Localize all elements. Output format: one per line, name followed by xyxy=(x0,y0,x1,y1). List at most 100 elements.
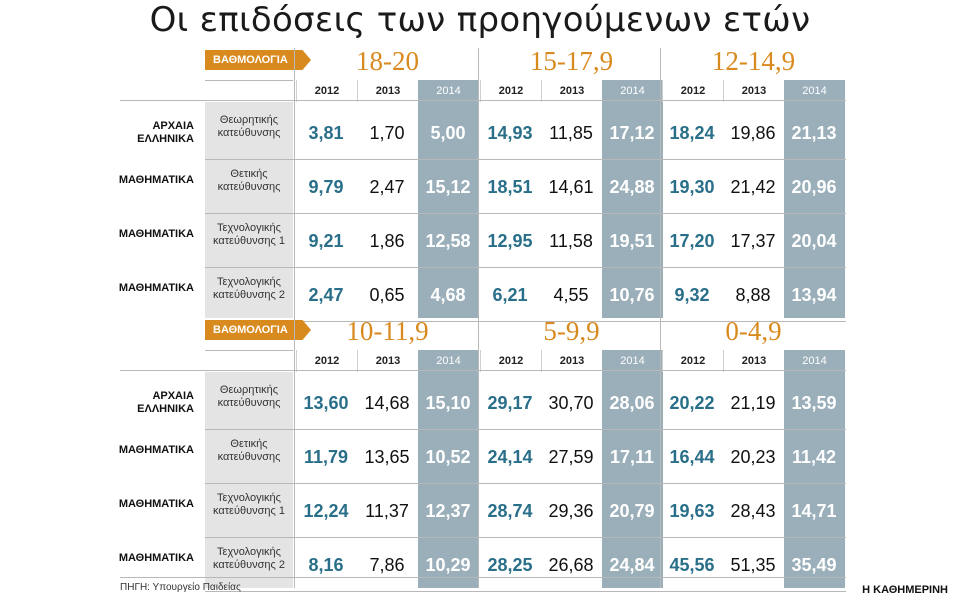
score-range-label: 15-17,9 xyxy=(529,46,614,76)
value-cell: 24,14 xyxy=(487,447,533,467)
value-cell: 19,30 xyxy=(669,177,715,197)
value-cell: 2,47 xyxy=(369,177,405,197)
track-label: Τεχνολογικής κατεύθυνσης 1 xyxy=(212,492,285,517)
value-cell: 11,58 xyxy=(549,231,593,251)
value-cell: 24,88 xyxy=(609,177,655,197)
year-header: 2012 xyxy=(662,80,723,102)
value-cell: 13,60 xyxy=(303,393,349,413)
value-cell: 8,88 xyxy=(735,285,771,305)
value-cell: 17,20 xyxy=(669,231,715,251)
subject-label: ΜΑΘΗΜΑΤΙΚΑ xyxy=(118,282,194,294)
value-cell: 20,96 xyxy=(791,177,837,197)
row-divider xyxy=(205,159,846,160)
publisher-credit: Η ΚΑΘΗΜΕΡΙΝΗ xyxy=(862,584,948,596)
subject-label: ΜΑΘΗΜΑΤΙΚΑ xyxy=(118,444,194,456)
value-cell: 0,65 xyxy=(369,285,405,305)
value-cell: 2,47 xyxy=(308,285,344,305)
score-range-label: 0-4,9 xyxy=(725,316,782,346)
score-range-badge: ΒΑΘΜΟΛΟΓΙΑ xyxy=(205,320,311,340)
header-rule xyxy=(120,100,846,101)
col-2014-shade xyxy=(784,350,845,588)
track-label: Θετικής κατεύθυνσης xyxy=(217,168,281,193)
row-divider xyxy=(205,267,846,268)
value-cell: 11,37 xyxy=(365,501,409,521)
col-2014-shade xyxy=(418,350,479,588)
value-cell: 21,42 xyxy=(730,177,776,197)
value-cell: 28,06 xyxy=(609,393,655,413)
group-divider xyxy=(294,48,295,318)
year-header: 2014 xyxy=(418,80,479,102)
score-range-label: 5-9,9 xyxy=(543,316,600,346)
row-divider xyxy=(205,321,846,322)
year-header: 2014 xyxy=(418,350,479,372)
source-note: ΠΗΓΗ: Υπουργείο Παιδείας xyxy=(120,582,241,593)
subject-label: ΜΑΘΗΜΑΤΙΚΑ xyxy=(118,552,194,564)
value-cell: 4,55 xyxy=(553,285,589,305)
year-header: 2012 xyxy=(480,80,541,102)
value-cell: 18,51 xyxy=(487,177,533,197)
row-divider xyxy=(205,483,846,484)
value-cell: 13,59 xyxy=(791,393,837,413)
value-cell: 12,95 xyxy=(487,231,533,251)
row-divider xyxy=(205,213,846,214)
value-cell: 11,85 xyxy=(549,123,593,143)
value-cell: 11,42 xyxy=(791,447,837,467)
value-cell: 45,56 xyxy=(669,555,715,575)
value-cell: 19,51 xyxy=(609,231,655,251)
group-divider xyxy=(660,318,661,588)
value-cell: 13,94 xyxy=(791,285,837,305)
year-header: 2012 xyxy=(480,350,541,372)
value-cell: 20,22 xyxy=(669,393,715,413)
value-cell: 3,81 xyxy=(308,123,344,143)
value-cell: 15,12 xyxy=(425,177,471,197)
value-cell: 28,74 xyxy=(487,501,533,521)
value-cell: 21,13 xyxy=(791,123,837,143)
value-cell: 20,79 xyxy=(609,501,655,521)
value-cell: 29,36 xyxy=(548,501,594,521)
footer-rule xyxy=(120,577,846,578)
row-divider xyxy=(205,591,846,592)
value-cell: 20,23 xyxy=(730,447,776,467)
col-2014-shade xyxy=(602,80,663,318)
year-header: 2013 xyxy=(723,350,784,372)
value-cell: 8,16 xyxy=(308,555,344,575)
value-cell: 9,79 xyxy=(308,177,344,197)
value-cell: 18,24 xyxy=(669,123,715,143)
value-cell: 17,12 xyxy=(609,123,655,143)
group-divider xyxy=(478,48,479,318)
value-cell: 14,71 xyxy=(791,501,837,521)
chart-title: Οι επιδόσεις των προηγούμενων ετών xyxy=(149,0,811,40)
score-range-badge: ΒΑΘΜΟΛΟΓΙΑ xyxy=(205,50,311,70)
value-cell: 21,19 xyxy=(730,393,776,413)
value-cell: 10,76 xyxy=(609,285,655,305)
subject-label: ΜΑΘΗΜΑΤΙΚΑ xyxy=(118,174,194,186)
value-cell: 19,86 xyxy=(730,123,776,143)
track-label: Τεχνολογικής κατεύθυνσης 2 xyxy=(212,276,285,301)
row-divider xyxy=(205,537,846,538)
value-cell: 1,70 xyxy=(369,123,405,143)
header-top-rule xyxy=(205,350,293,351)
track-column-bg xyxy=(205,102,293,318)
group-divider xyxy=(294,318,295,588)
col-2014-shade xyxy=(418,80,479,318)
value-cell: 11,79 xyxy=(303,447,349,467)
value-cell: 5,00 xyxy=(430,123,466,143)
row-divider xyxy=(205,429,846,430)
year-header: 2014 xyxy=(602,80,663,102)
track-label: Τεχνολογικής κατεύθυνσης 2 xyxy=(212,546,285,571)
year-header: 2012 xyxy=(296,80,357,102)
value-cell: 9,32 xyxy=(674,285,710,305)
year-header: 2014 xyxy=(784,350,845,372)
value-cell: 14,68 xyxy=(364,393,410,413)
track-label: Θεωρητικής κατεύθυνσης xyxy=(217,384,281,409)
value-cell: 12,37 xyxy=(425,501,471,521)
track-label: Θετικής κατεύθυνσης xyxy=(217,438,281,463)
value-cell: 35,49 xyxy=(791,555,837,575)
subject-label: ΑΡΧΑΙΑ ΕΛΛΗΝΙΚΑ xyxy=(137,120,194,145)
track-label: Τεχνολογικής κατεύθυνσης 1 xyxy=(212,222,285,247)
value-cell: 1,86 xyxy=(369,231,405,251)
value-cell: 9,21 xyxy=(308,231,344,251)
value-cell: 30,70 xyxy=(548,393,594,413)
year-header: 2012 xyxy=(296,350,357,372)
group-divider xyxy=(660,48,661,318)
